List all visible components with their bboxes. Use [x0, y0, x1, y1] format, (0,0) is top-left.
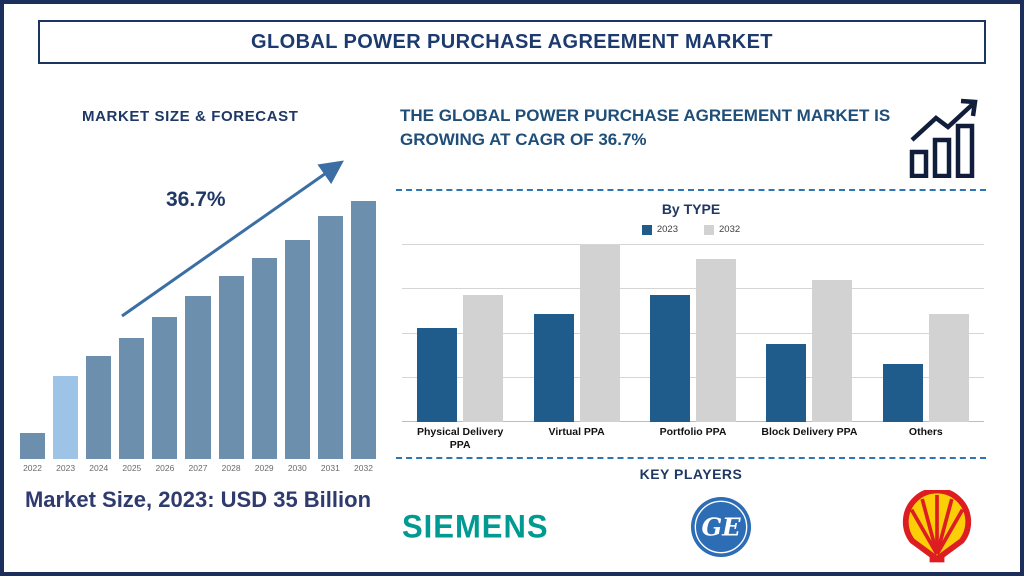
dashed-divider-top	[396, 189, 986, 191]
bytype-bar	[417, 328, 458, 422]
key-players-row: SIEMENS GE	[402, 490, 980, 564]
forecast-bar	[119, 337, 145, 459]
forecast-bar	[218, 275, 244, 459]
growth-arrow-icon	[121, 160, 344, 318]
bytype-chart: Physical Delivery PPA Virtual PPA Portfoli…	[402, 244, 984, 454]
forecast-chart: 2022 2023 2024 2025 2026 2027 2028 2029 2030 2031…	[20, 201, 377, 473]
ge-monogram-text: GE	[702, 513, 742, 542]
forecast-bar-column	[284, 201, 310, 459]
bytype-category-label: Physical Delivery PPA	[417, 426, 504, 451]
forecast-bar-column	[317, 201, 343, 459]
forecast-bar	[53, 376, 79, 459]
year-label: 2024	[89, 463, 109, 473]
forecast-bar-column	[251, 201, 277, 459]
legend-item: 2023	[641, 224, 678, 235]
baseline	[402, 421, 984, 422]
forecast-bar-column	[218, 201, 244, 459]
forecast-bar	[317, 216, 343, 459]
year-label: 2032	[354, 463, 373, 473]
dashed-divider-bottom	[396, 457, 986, 459]
year-label: 2028	[221, 463, 241, 473]
bytype-category-label: Others	[908, 426, 943, 438]
bytype-bar	[579, 245, 620, 422]
forecast-bar	[86, 355, 112, 459]
forecast-bar-column	[350, 201, 377, 459]
year-label: 2022	[23, 463, 42, 473]
bytype-group	[635, 244, 751, 422]
legend-swatch	[704, 224, 714, 235]
bytype-bar	[650, 294, 691, 422]
bytype-category-label: Portfolio PPA	[659, 426, 727, 438]
bytype-group	[518, 244, 634, 422]
forecast-bar-column	[185, 201, 211, 459]
forecast-bars	[20, 201, 377, 459]
year-label: 2029	[254, 463, 274, 473]
bar-growth-icon	[909, 98, 978, 178]
bytype-group	[751, 244, 867, 422]
bytype-bar	[928, 314, 969, 422]
bytype-bar	[463, 294, 504, 422]
bytype-category-label: Block Delivery PPA	[761, 426, 858, 438]
gridline	[402, 244, 984, 245]
bytype-bar	[766, 344, 807, 422]
gridline	[402, 288, 984, 289]
bytype-group	[402, 244, 518, 422]
key-players-heading: KEY PLAYERS	[639, 466, 743, 482]
market-size-caption: Market Size, 2023: USD 35 Billion	[24, 487, 372, 512]
ge-logo: GE	[691, 496, 752, 558]
year-label: 2023	[56, 463, 76, 473]
bytype-columns	[402, 244, 984, 422]
forecast-year-labels: 2022 2023 2024 2025 2026 2027 2028 2029 2030 2031…	[20, 463, 376, 473]
legend-label: 2023	[656, 224, 678, 235]
bytype-bar	[882, 363, 923, 422]
page-title: GLOBAL POWER PURCHASE AGREEMENT MARKET	[251, 30, 773, 53]
shell-logo	[902, 490, 972, 563]
forecast-bar-column	[152, 201, 178, 459]
bytype-category-label: Virtual PPA	[548, 426, 605, 438]
bytype-legend: 2023 2032	[396, 224, 986, 235]
forecast-bar	[20, 433, 46, 459]
bytype-group	[868, 244, 984, 422]
bytype-bar	[696, 259, 737, 422]
bytype-bar	[533, 314, 574, 422]
forecast-bar	[185, 296, 211, 459]
title-banner: GLOBAL POWER PURCHASE AGREEMENT MARKET	[38, 20, 986, 64]
year-label: 2025	[122, 463, 142, 473]
cagr-headline: THE GLOBAL POWER PURCHASE AGREEMENT MARK…	[400, 106, 891, 149]
forecast-bar	[350, 201, 377, 459]
forecast-bar-column	[119, 201, 145, 459]
year-label: 2026	[155, 463, 175, 473]
forecast-bar	[152, 317, 178, 459]
forecast-bar-column	[53, 201, 79, 459]
year-label: 2027	[188, 463, 208, 473]
forecast-bar-column	[20, 201, 46, 459]
cagr-label: 36.7%	[166, 188, 226, 211]
forecast-heading: MARKET SIZE & FORECAST	[82, 108, 299, 125]
gridline	[402, 377, 984, 378]
bytype-gridlines	[402, 244, 984, 422]
legend-item: 2032	[704, 224, 740, 235]
legend-swatch	[641, 224, 652, 235]
siemens-logo: SIEMENS	[402, 508, 549, 545]
bytype-heading: By TYPE	[661, 201, 721, 217]
forecast-bar-column	[86, 201, 112, 459]
forecast-bar	[251, 257, 277, 459]
bytype-labels: Physical Delivery PPA Virtual PPA Portfoli…	[402, 426, 984, 451]
bytype-bar	[812, 280, 853, 422]
gridline	[402, 333, 984, 334]
year-label: 2031	[320, 463, 340, 473]
year-label: 2030	[287, 463, 307, 473]
legend-label: 2032	[719, 224, 741, 235]
forecast-bar	[284, 239, 310, 459]
